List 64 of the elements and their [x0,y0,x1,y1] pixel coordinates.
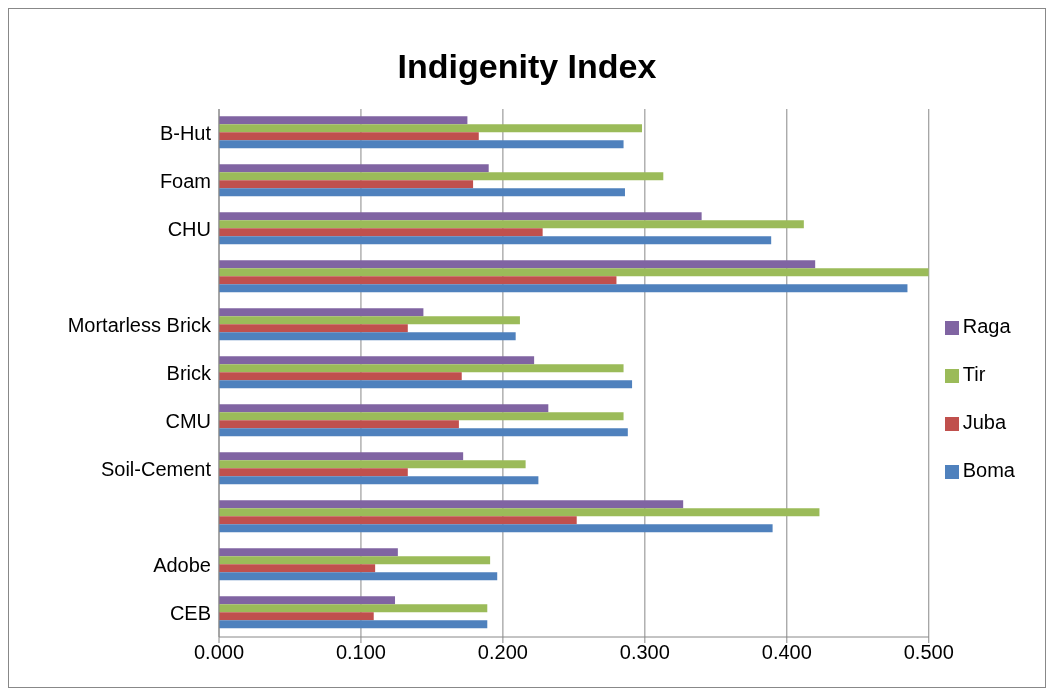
bar [219,476,539,485]
bar [219,284,908,293]
y-tick-label: Foam [159,170,211,193]
x-tick-label: 0.500 [903,641,954,664]
bar [219,556,491,565]
bar [219,212,702,221]
bar [219,516,577,525]
y-tick-label: CMU [165,410,211,433]
x-tick-label: 0.300 [619,641,670,664]
y-tick-label: Brick [166,362,212,385]
y-tick-label: Soil-Cement [100,458,212,481]
bar [219,324,408,333]
legend-label: Tir [962,363,986,385]
bar [219,124,643,133]
bar [219,228,543,237]
legend-label: Juba [962,411,1007,433]
bar [219,380,633,389]
bar [219,612,374,621]
x-tick-label: 0.400 [761,641,812,664]
legend-label: Boma [962,459,1015,481]
y-tick-label: B-Hut [159,122,212,145]
bar [219,332,516,341]
bar [219,572,498,581]
bar [219,276,617,285]
bar [219,236,772,245]
bar [219,500,684,509]
bar [219,260,816,269]
y-tick-label: Mortarless Brick [67,314,212,337]
y-tick-label: Adobe [153,554,211,577]
bar [219,468,408,477]
y-tick-label: CHU [167,218,211,241]
bar [219,372,462,381]
bar [219,412,624,421]
y-tick-label: CEB [169,602,211,625]
bar [219,620,488,629]
bar [219,116,468,125]
legend-label: Raga [962,315,1011,337]
bar [219,428,628,437]
bar [219,564,376,573]
bar [219,172,664,181]
bar [219,604,488,613]
bar [219,188,625,197]
bar [219,548,398,557]
bar [219,404,549,413]
bar [219,140,624,149]
bar [219,356,535,365]
bar [219,364,624,373]
bar [219,452,464,461]
bar [219,316,520,325]
bar [219,596,396,605]
bar [219,132,479,141]
bar [219,460,526,469]
x-tick-label: 0.100 [335,641,386,664]
bar [219,508,820,517]
bar [219,524,773,533]
x-tick-label: 0.000 [193,641,245,664]
bar [219,164,489,173]
chart-title: Indigenity Index [396,46,658,87]
bar [219,308,424,317]
x-tick-label: 0.200 [477,641,528,664]
bar [219,420,459,429]
bar [219,180,474,189]
bar [219,268,929,277]
bar [219,220,804,229]
